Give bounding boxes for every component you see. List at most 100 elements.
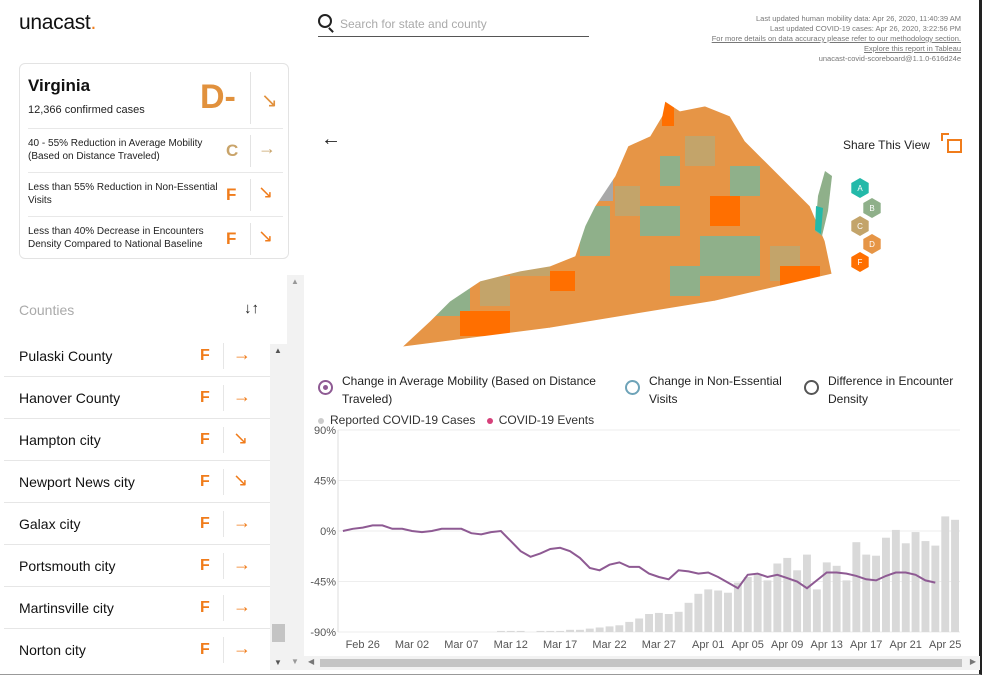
map-counties	[402, 101, 832, 347]
county-row[interactable]: Pulaski County F →	[4, 335, 270, 377]
case-bar[interactable]	[615, 625, 624, 632]
case-bar[interactable]	[941, 516, 950, 632]
county-row[interactable]: Hampton city F ↘	[4, 419, 270, 461]
trend-down-arrow-icon: ↘	[261, 90, 278, 112]
case-bar[interactable]	[733, 582, 742, 632]
case-bar[interactable]	[714, 590, 723, 633]
case-bar[interactable]	[497, 630, 505, 632]
case-bar[interactable]	[684, 602, 693, 632]
case-bar[interactable]	[753, 574, 762, 632]
metric-grade: C	[226, 141, 239, 160]
case-bar[interactable]	[605, 626, 614, 632]
case-bar[interactable]	[872, 555, 880, 632]
scroll-down-icon[interactable]: ▼	[274, 658, 282, 667]
chart-horizontal-scrollbar[interactable]: ◀ ▶	[304, 656, 980, 670]
case-bar[interactable]	[546, 630, 555, 632]
county-row[interactable]: Martinsville city F →	[4, 587, 270, 629]
scrollbar-thumb[interactable]	[320, 659, 962, 667]
radio-icon[interactable]	[804, 380, 819, 395]
case-bar[interactable]	[536, 630, 545, 632]
case-bar[interactable]	[862, 554, 871, 632]
case-bar[interactable]	[812, 589, 821, 632]
panel-scrollbar[interactable]: ▲ ▼	[287, 275, 304, 670]
case-bar[interactable]	[566, 629, 574, 632]
share-view-label[interactable]: Share This View	[843, 138, 930, 152]
county-row[interactable]: Norton city F →	[4, 629, 270, 670]
county-row[interactable]: Hanover County F →	[4, 377, 270, 419]
unacast-logo[interactable]: unacast.	[19, 11, 96, 35]
mobility-chart[interactable]: 90% 45% 0% -45% -90% Feb 26 Mar 02 Mar 07 Mar 12…	[306, 424, 970, 656]
case-bar[interactable]	[625, 621, 634, 632]
scroll-up-icon[interactable]: ▲	[291, 277, 299, 286]
trend-flat-arrow-icon: →	[233, 512, 251, 532]
back-arrow-icon[interactable]: ←	[321, 128, 341, 150]
case-bar[interactable]	[842, 580, 851, 632]
county-row[interactable]: Portsmouth city F →	[4, 545, 270, 587]
case-bar[interactable]	[694, 593, 703, 632]
radio-icon[interactable]	[625, 380, 640, 395]
card-divider	[250, 72, 251, 124]
county-grade: F	[200, 599, 210, 616]
state-overall-grade: D-	[200, 78, 236, 116]
option-label: Difference in Encounter Density	[828, 374, 954, 406]
case-bar[interactable]	[783, 557, 792, 632]
case-bar[interactable]	[803, 554, 811, 632]
radio-selected-icon[interactable]	[318, 380, 333, 395]
x-tick-label: Feb 26	[346, 639, 380, 651]
case-bar[interactable]	[921, 541, 930, 632]
county-divider	[223, 385, 224, 411]
case-bar[interactable]	[556, 630, 565, 632]
share-icon[interactable]	[940, 132, 964, 154]
scroll-left-icon[interactable]: ◀	[308, 657, 315, 666]
case-bar[interactable]	[506, 630, 515, 632]
case-bar[interactable]	[931, 545, 940, 632]
case-bar[interactable]	[743, 577, 752, 632]
case-bar[interactable]	[911, 532, 920, 632]
county-divider	[223, 553, 224, 579]
scroll-down-icon[interactable]: ▼	[291, 657, 299, 666]
grade-hex-c	[851, 216, 869, 236]
county-list-scrollbar[interactable]: ▲ ▼	[270, 344, 287, 670]
case-bar[interactable]	[882, 537, 890, 632]
case-bar[interactable]	[951, 519, 959, 632]
case-bar[interactable]	[822, 562, 831, 632]
case-bar[interactable]	[664, 614, 673, 632]
case-bar[interactable]	[891, 529, 900, 632]
scrollbar-thumb[interactable]	[272, 624, 285, 642]
case-bar[interactable]	[704, 589, 713, 632]
metric-mobility: 40 - 55% Reduction in Average Mobility (…	[28, 128, 283, 172]
county-row[interactable]: Newport News city F ↘	[4, 461, 270, 503]
case-bar[interactable]	[585, 628, 594, 632]
sort-icon[interactable]: ↓↑	[244, 300, 259, 317]
case-bar[interactable]	[576, 629, 584, 632]
search-input[interactable]	[340, 15, 585, 33]
grade-hex-label: F	[858, 258, 863, 267]
county-name: Galax city	[19, 516, 81, 532]
search-icon[interactable]	[318, 14, 332, 28]
county-name: Pulaski County	[19, 348, 113, 364]
case-bar[interactable]	[793, 570, 802, 632]
case-bar[interactable]	[763, 580, 772, 632]
case-bar[interactable]	[635, 618, 644, 633]
case-bar[interactable]	[773, 563, 782, 633]
case-bar[interactable]	[654, 612, 663, 632]
virginia-county-map[interactable]	[400, 96, 840, 350]
case-bar[interactable]	[901, 543, 910, 632]
scroll-up-icon[interactable]: ▲	[274, 346, 282, 355]
case-bar[interactable]	[674, 611, 683, 632]
case-bar[interactable]	[724, 592, 732, 632]
scroll-right-icon[interactable]: ▶	[969, 657, 976, 666]
county-row[interactable]: Galax city F →	[4, 503, 270, 545]
grade-hex-label: A	[857, 184, 863, 193]
case-bar[interactable]	[645, 614, 653, 632]
tableau-link[interactable]: Explore this report in Tableau	[863, 44, 961, 53]
county-grade: F	[200, 641, 210, 658]
case-bar[interactable]	[832, 565, 841, 632]
mobility-line[interactable]	[342, 524, 936, 590]
case-bar[interactable]	[516, 630, 525, 632]
case-bar[interactable]	[852, 542, 861, 632]
y-tick-label: 45%	[314, 476, 336, 488]
methodology-link[interactable]: For more details on data accuracy please…	[711, 34, 961, 43]
case-bar[interactable]	[595, 627, 604, 633]
x-tick-label: Apr 21	[889, 639, 921, 651]
